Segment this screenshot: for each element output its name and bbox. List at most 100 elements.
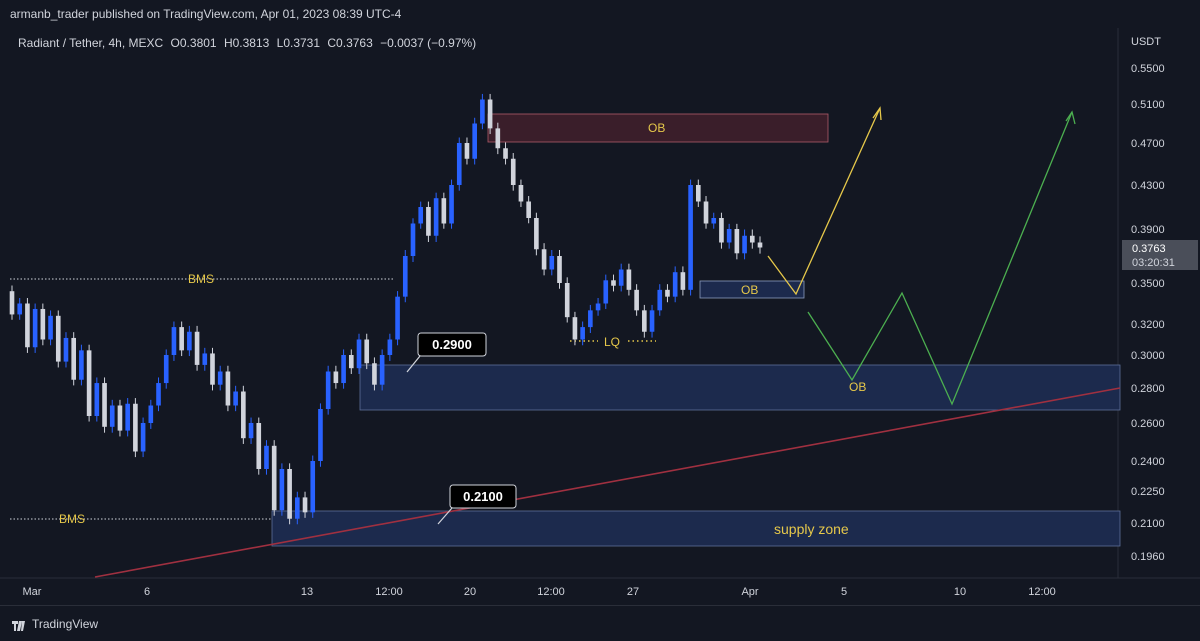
candle-body (102, 383, 107, 427)
price-tick-label: 0.2100 (1131, 518, 1165, 530)
projection-path-yellow[interactable] (767, 107, 881, 296)
candle-body (133, 403, 138, 452)
ohlc-change: −0.0037 (−0.97%) (380, 36, 476, 50)
candle-body (549, 256, 555, 270)
candle-body (194, 331, 200, 365)
last-price-badge: 0.3763 03:20:31 (1122, 240, 1198, 270)
candle-body (526, 201, 531, 218)
tradingview-logo-text: TradingView (32, 617, 99, 631)
price-chart[interactable]: BMS BMS OB OB OB LQ supply zone 0.2900 0… (0, 28, 1200, 605)
candle-body (171, 327, 177, 355)
candle-body (387, 339, 393, 355)
arrowhead-icon (1065, 110, 1076, 125)
candle-body (210, 353, 215, 385)
price-tick-label: 0.4700 (1131, 138, 1165, 150)
candle-body (618, 269, 624, 286)
price-tick-label: 0.2800 (1131, 383, 1165, 395)
candle-body (372, 363, 377, 385)
candle-body (657, 289, 663, 311)
candle-body (456, 143, 462, 185)
candle-body (256, 423, 262, 469)
candle-body (325, 371, 331, 409)
ob-zone-top (487, 113, 829, 143)
candle-body (295, 497, 300, 519)
candle-body (449, 185, 454, 224)
candle-body (140, 423, 146, 452)
price-tick-label: 0.2600 (1131, 418, 1165, 430)
ob-label-zone: OB (849, 380, 866, 394)
currency-label: USDT (1131, 36, 1161, 48)
candle-body (441, 198, 447, 224)
callout-upper-text: 0.2900 (432, 337, 472, 352)
candle-body (241, 391, 246, 439)
candle-body (156, 383, 161, 406)
candle-body (688, 185, 693, 290)
ob-zone-mid (699, 280, 805, 299)
supply-zone-label: supply zone (774, 521, 849, 537)
candle-body (749, 235, 755, 243)
candle-body (25, 303, 30, 348)
candle-body (402, 256, 408, 297)
candle-body (572, 317, 578, 340)
candle-body (695, 185, 701, 202)
time-tick-label: 5 (841, 586, 847, 598)
candle-body (518, 185, 524, 202)
candle-body (649, 310, 655, 332)
candle-body (711, 218, 717, 224)
ohlc-high: H0.3813 (224, 36, 270, 50)
time-tick-label: 12:00 (537, 586, 565, 598)
time-tick-label: 20 (464, 586, 476, 598)
time-axis[interactable]: Mar 6 13 12:00 20 12:00 27 Apr 5 10 12:00 (23, 586, 1056, 598)
ohlc-low: L0.3731 (277, 36, 321, 50)
candle-body (487, 99, 493, 129)
supply-zone (271, 510, 1121, 547)
candle-body (580, 327, 585, 340)
candle-body (40, 308, 46, 340)
candle-body (348, 355, 354, 369)
candle-body (217, 371, 223, 385)
candle-body (726, 229, 732, 243)
price-tick-label: 0.2400 (1131, 456, 1165, 468)
candle-body (757, 242, 763, 248)
candle-body (588, 310, 593, 328)
candle-body (433, 198, 439, 236)
time-tick-label: Mar (23, 586, 42, 598)
tradingview-logo[interactable]: TradingView (12, 617, 98, 631)
candle-body (364, 339, 370, 364)
candle-body (595, 303, 601, 311)
price-tick-label: 0.3200 (1131, 319, 1165, 331)
ascending-trendline[interactable] (94, 387, 1121, 578)
arrowhead-icon (872, 106, 882, 121)
price-tick-label: 0.4300 (1131, 180, 1165, 192)
candle-body (117, 405, 123, 431)
candle-body (734, 229, 740, 254)
candle-body (672, 272, 678, 297)
candle-body (225, 371, 231, 406)
candle-body (63, 337, 69, 362)
candle-body (333, 371, 339, 384)
candle-body (9, 291, 15, 315)
price-tick-label: 0.5100 (1131, 99, 1165, 111)
time-tick-label: 12:00 (375, 586, 403, 598)
candle-body (264, 445, 269, 469)
time-tick-label: 27 (627, 586, 639, 598)
candle-body (94, 383, 100, 416)
candle-body (187, 331, 192, 351)
price-axis[interactable]: 0.5500 0.5100 0.4700 0.4300 0.3900 0.3500 0.32… (1131, 63, 1165, 563)
candle-body (495, 128, 501, 149)
price-tick-label: 0.3000 (1131, 350, 1165, 362)
candle-body (680, 272, 686, 290)
callout-lower-text: 0.2100 (463, 489, 503, 504)
candle-body (233, 391, 238, 406)
candle-body (464, 143, 470, 159)
candle-body (356, 339, 362, 369)
candle-body (742, 235, 747, 254)
candle-body (719, 218, 724, 243)
candle-body (79, 350, 84, 380)
candle-body (564, 283, 570, 318)
callout-lower[interactable]: 0.2100 (437, 484, 517, 525)
candle-body (32, 308, 38, 348)
callout-upper[interactable]: 0.2900 (406, 332, 487, 373)
projection-path-green[interactable] (807, 111, 1073, 406)
candle-body (395, 296, 400, 340)
